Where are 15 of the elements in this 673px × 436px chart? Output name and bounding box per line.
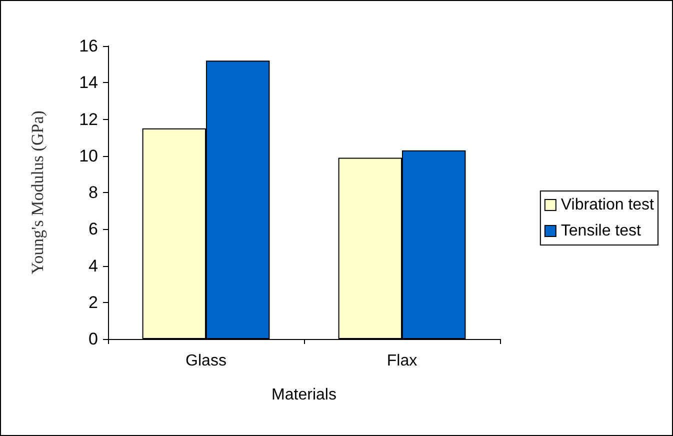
y-tick-label: 12 xyxy=(79,110,98,129)
y-tick-label: 0 xyxy=(88,330,98,348)
legend-label: Tensile test xyxy=(560,222,642,240)
legend-label: Vibration test xyxy=(560,196,655,214)
y-tick-label: 4 xyxy=(88,256,98,276)
x-tick-label: Flax xyxy=(386,352,418,370)
y-tick-label: 16 xyxy=(79,36,98,56)
y-tick-label: 8 xyxy=(88,183,98,202)
y-tick-label: 14 xyxy=(79,73,98,92)
y-axis-title: Young's Modulus (GPa) xyxy=(28,110,47,274)
x-axis-title: Materials xyxy=(272,386,336,404)
x-tick-label: Glass xyxy=(186,352,226,370)
y-tick-label: 10 xyxy=(79,146,98,166)
y-tick-label: 6 xyxy=(88,220,98,239)
y-tick-label: 2 xyxy=(88,292,98,312)
